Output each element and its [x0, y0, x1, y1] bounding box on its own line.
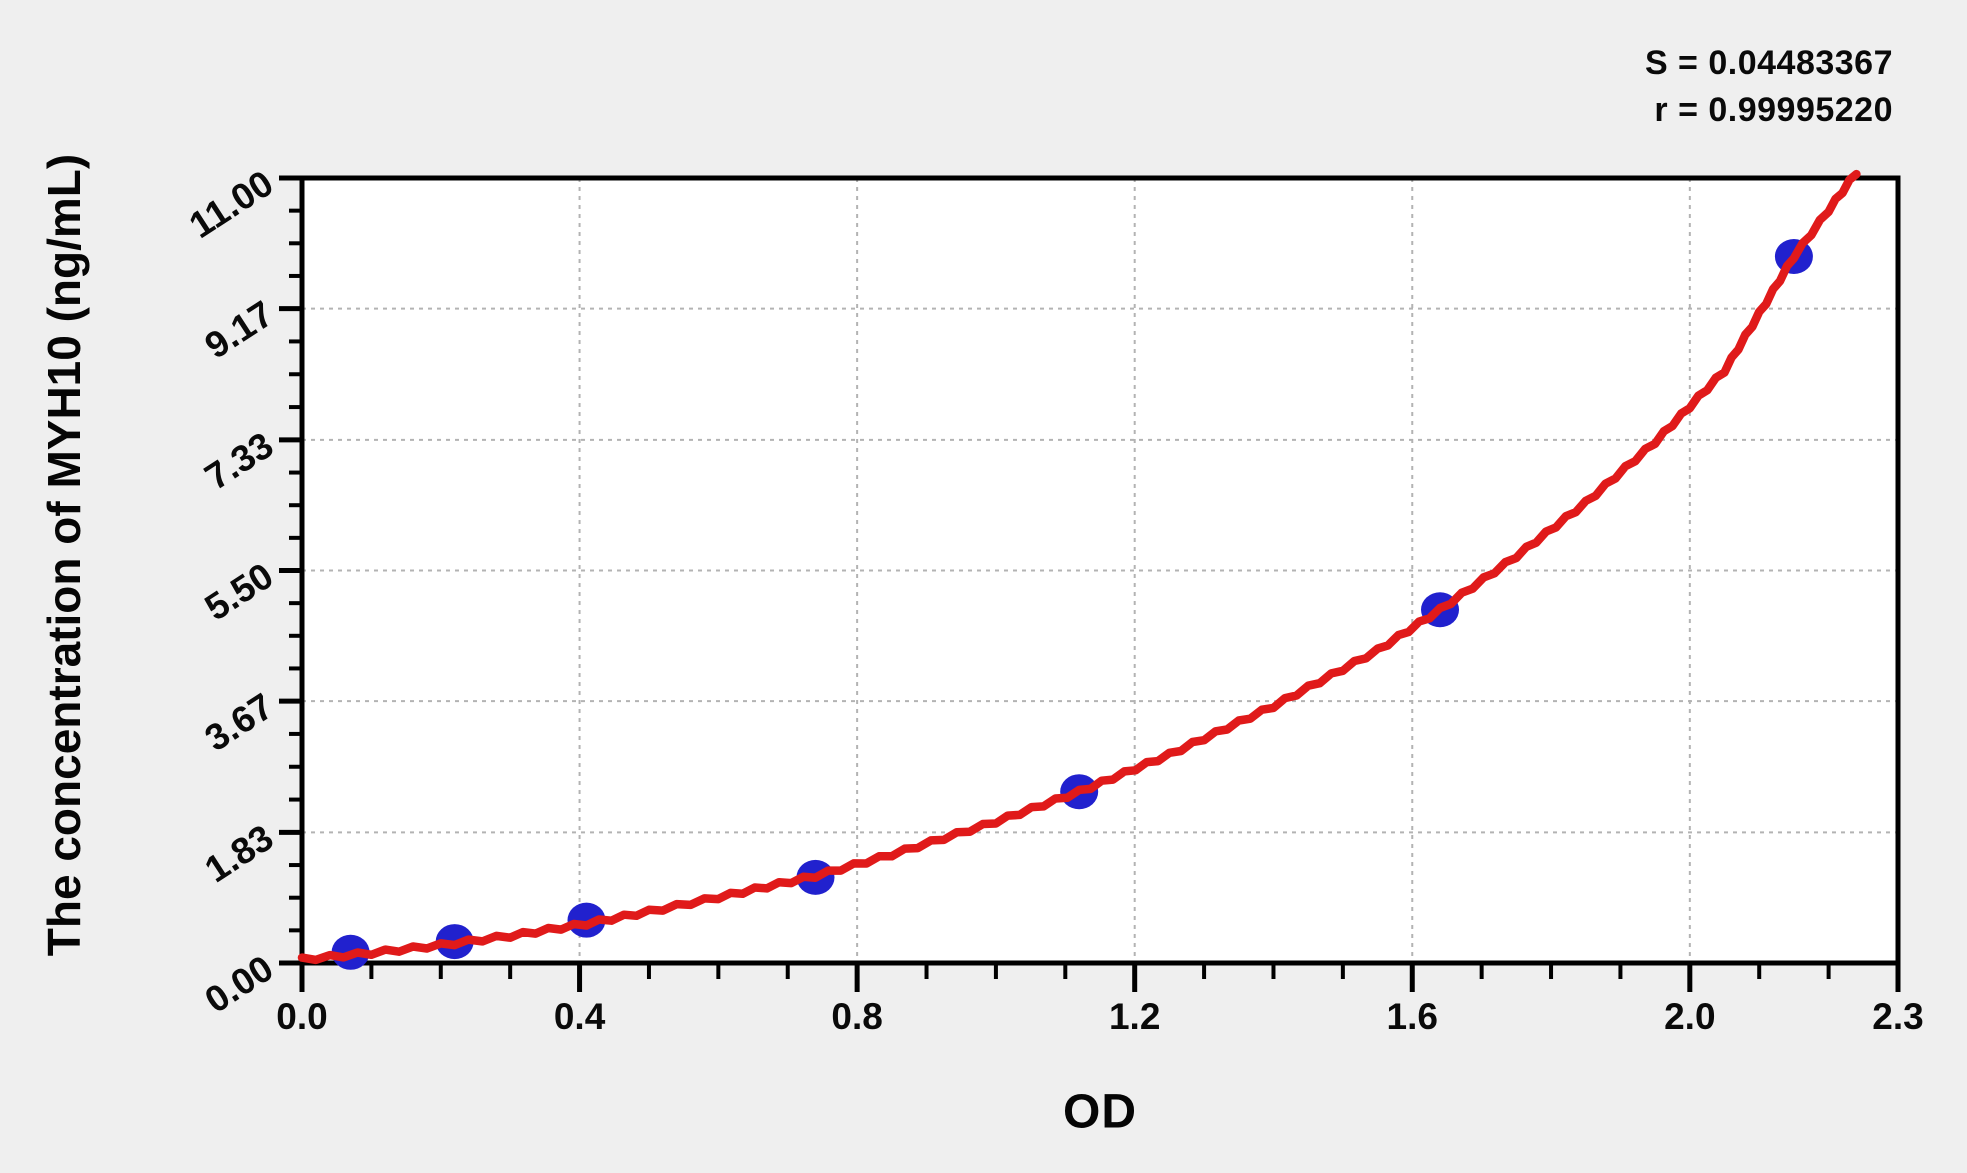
y-tick-label: 11.00 [182, 162, 280, 246]
y-tick-label: 3.67 [198, 685, 281, 759]
y-tick-label: 0.00 [198, 947, 281, 1021]
plot-background [302, 178, 1898, 963]
x-tick-label: 2.0 [1664, 996, 1715, 1037]
x-tick-label: 2.3 [1872, 996, 1923, 1037]
fit-statistic-s: S = 0.04483367 [1644, 44, 1893, 82]
x-tick-label: 0.8 [831, 996, 882, 1037]
y-tick-label: 7.33 [198, 424, 281, 498]
y-tick-label: 1.83 [198, 817, 281, 891]
data-point [567, 902, 606, 938]
fit-curve [297, 169, 1861, 965]
x-tick-label: 0.0 [276, 996, 327, 1037]
y-axis-title: The concentration of MYH10 (ng/mL) [38, 153, 90, 957]
x-tick-label: 0.4 [554, 996, 606, 1037]
x-tick-label: 1.2 [1109, 996, 1160, 1037]
x-axis-title: OD [1063, 1085, 1137, 1139]
x-tick-label: 1.6 [1387, 996, 1438, 1037]
y-tick-label: 5.50 [198, 555, 281, 629]
fit-statistics: S = 0.04483367 r = 0.99995220 [1645, 40, 1893, 134]
y-tick-label: 9.17 [198, 293, 281, 367]
fit-statistic-r: r = 0.99995220 [1654, 91, 1893, 129]
